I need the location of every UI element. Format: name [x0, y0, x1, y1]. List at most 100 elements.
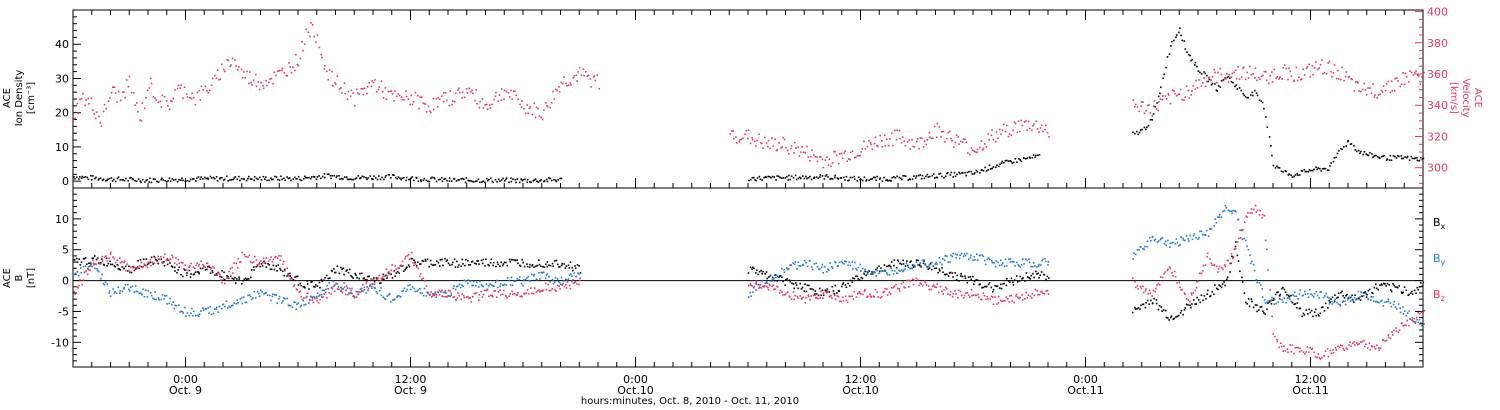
data-point	[1336, 297, 1338, 299]
data-point	[866, 273, 869, 275]
data-point	[795, 147, 797, 149]
data-point	[167, 180, 169, 182]
data-point	[281, 178, 283, 181]
data-point	[847, 264, 849, 267]
data-point	[561, 284, 563, 286]
data-point	[1282, 171, 1284, 173]
data-point	[1333, 157, 1336, 159]
data-point	[909, 261, 911, 263]
data-point	[224, 282, 226, 285]
data-point	[1184, 239, 1186, 242]
data-point	[1245, 301, 1247, 304]
data-point	[567, 264, 570, 267]
data-point	[1376, 344, 1378, 346]
data-point	[427, 105, 430, 108]
data-point	[735, 142, 738, 144]
data-point	[880, 267, 882, 269]
data-point	[947, 131, 950, 134]
data-point	[887, 265, 890, 267]
data-point	[398, 267, 400, 269]
data-point	[256, 264, 258, 266]
data-point	[1170, 315, 1173, 318]
data-point	[1260, 284, 1262, 286]
data-point	[1266, 248, 1268, 251]
data-point	[1249, 262, 1252, 265]
data-point	[938, 268, 941, 271]
data-point	[1041, 260, 1043, 262]
data-point	[1286, 297, 1289, 299]
data-point	[1006, 265, 1008, 267]
data-point	[439, 259, 442, 261]
data-point	[1003, 282, 1005, 285]
data-point	[382, 90, 384, 93]
data-point	[510, 258, 513, 261]
data-point	[555, 180, 558, 183]
data-point	[900, 268, 903, 271]
data-point	[1271, 154, 1273, 157]
data-point	[1232, 256, 1235, 258]
data-point	[323, 173, 326, 175]
data-point	[1376, 301, 1379, 303]
data-point	[424, 103, 427, 105]
data-point	[545, 288, 548, 291]
data-point	[532, 292, 535, 295]
data-point	[1232, 257, 1234, 260]
data-point	[1223, 281, 1225, 283]
data-point	[499, 265, 501, 267]
density-tick-label: 0	[62, 175, 69, 188]
data-point	[979, 254, 981, 257]
data-point	[480, 284, 483, 286]
data-point	[390, 301, 392, 303]
data-point	[1397, 155, 1399, 157]
data-point	[1367, 289, 1370, 292]
data-point	[229, 306, 232, 309]
data-point	[1340, 291, 1342, 294]
data-point	[855, 267, 857, 270]
data-point	[1132, 258, 1134, 260]
data-point	[1148, 104, 1150, 106]
data-point	[385, 98, 388, 100]
data-point	[160, 258, 163, 261]
data-point	[1011, 260, 1014, 263]
data-point	[122, 179, 124, 181]
data-point	[139, 265, 141, 267]
data-point	[541, 290, 544, 292]
data-point	[297, 64, 300, 67]
bfield-axis-label-line: B	[14, 274, 25, 281]
data-point	[816, 160, 819, 163]
data-point	[1210, 228, 1213, 230]
data-point	[1353, 296, 1356, 299]
data-point	[255, 259, 258, 261]
data-point	[1135, 253, 1137, 256]
data-point	[1194, 61, 1197, 64]
data-point	[1402, 157, 1404, 160]
data-point	[215, 77, 218, 80]
data-point	[544, 282, 547, 285]
data-point	[1337, 69, 1339, 72]
data-point	[124, 284, 127, 286]
data-point	[458, 87, 460, 89]
data-point	[866, 145, 869, 148]
data-point	[439, 265, 441, 267]
data-point	[303, 178, 305, 180]
data-point	[1416, 316, 1418, 319]
data-point	[856, 275, 859, 278]
data-point	[1352, 299, 1354, 302]
data-point	[1232, 209, 1234, 212]
data-point	[72, 273, 75, 276]
data-point	[1043, 273, 1046, 276]
data-point	[447, 262, 450, 265]
data-point	[1244, 95, 1247, 98]
data-point	[302, 299, 305, 302]
data-point	[323, 279, 325, 281]
data-point	[579, 277, 581, 280]
data-point	[1398, 329, 1401, 331]
data-point	[997, 137, 999, 140]
data-point	[232, 178, 235, 181]
data-point	[779, 176, 781, 179]
data-point	[512, 178, 514, 180]
data-point	[1046, 289, 1049, 292]
data-point	[470, 91, 472, 93]
data-point	[355, 88, 358, 91]
data-point	[749, 291, 751, 294]
